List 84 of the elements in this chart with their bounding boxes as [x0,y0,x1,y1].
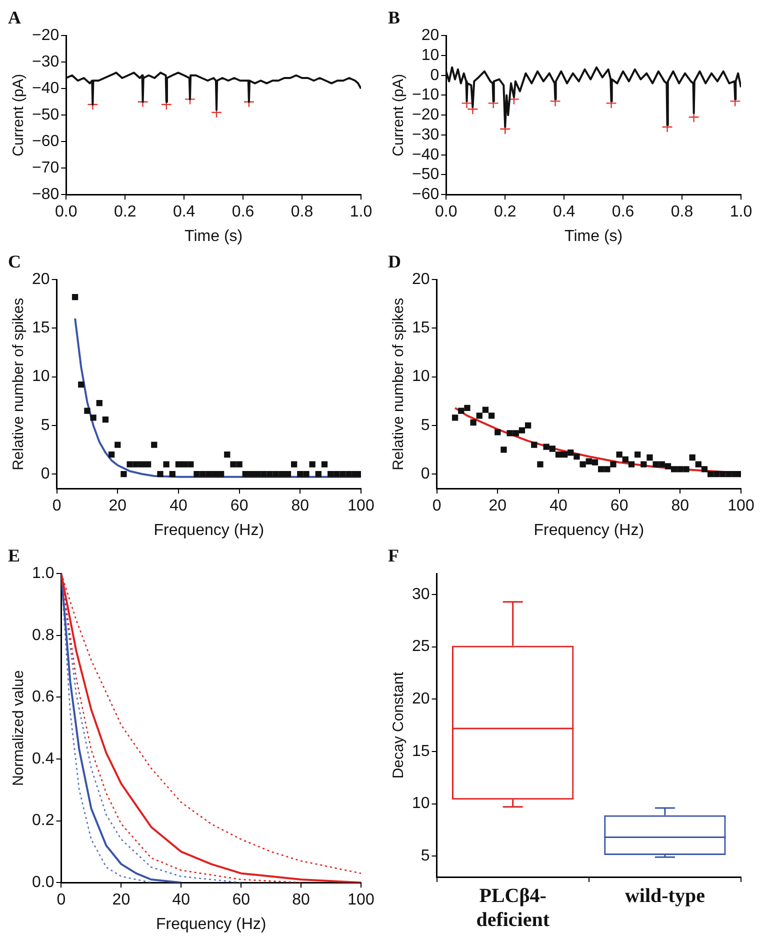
y-tick-label: 5 [420,416,430,434]
y-tick-label: 20 [32,271,50,288]
y-tick-label: 15 [412,742,430,760]
x-tick-label: 20 [112,892,130,909]
x-tick-label: 0.0 [55,204,78,221]
x-axis-title: Frequency (Hz) [534,522,644,539]
y-tick-label: −40 [32,80,60,98]
y-tick-label: 20 [412,271,430,288]
x-axis-title: Frequency (Hz) [154,522,264,539]
y-tick-label: 15 [32,320,50,337]
y-tick-label: 20 [421,27,440,44]
y-axis-title: Normalized value [10,670,28,786]
x-tick-label: 60 [232,892,250,909]
x-tick-label: 100 [348,498,374,515]
x-tick-label: 0.2 [114,204,136,221]
x-axis-title: Frequency (Hz) [156,916,266,933]
y-tick-label: 1.0 [32,565,54,582]
chart-title: F [388,545,399,566]
y-tick-label: 0.0 [32,874,54,892]
x-tick-label: 40 [172,892,190,909]
x-axis-title: Time (s) [564,228,623,245]
x-tick-label: 0.4 [172,204,196,221]
x-tick-label: 1.0 [730,204,752,221]
y-axis-title: Relative number of spikes [390,298,408,470]
x-tick-label: 40 [170,498,188,515]
x-tick-label: wild-type [624,885,706,908]
y-tick-label: −30 [412,126,440,144]
y-axis-title: Current (pA) [390,74,408,156]
y-tick-label: 0.6 [32,688,54,706]
y-tick-label: 10 [421,46,440,64]
y-tick-label: 5 [420,847,430,864]
chart-title: C [8,251,21,272]
x-tick-label: 0.8 [670,204,694,221]
y-tick-label: 5 [40,416,50,434]
y-tick-label: 0 [420,465,430,482]
y-tick-label: −80 [32,186,60,204]
x-tick-label: 0.6 [612,204,634,221]
y-tick-label: −40 [412,146,440,164]
y-tick-label: −50 [412,166,440,184]
y-tick-label: 0.2 [32,812,54,830]
y-tick-label: 10 [412,368,430,386]
y-tick-label: 30 [412,586,430,603]
y-tick-label: 25 [412,638,430,656]
y-tick-label: 0.8 [32,626,54,644]
x-tick-label: 100 [348,892,374,909]
x-tick-label: 40 [550,498,568,515]
y-tick-label: −60 [412,186,440,204]
y-tick-label: −20 [32,27,60,44]
y-tick-label: 10 [32,368,50,386]
y-tick-label: 0 [40,465,50,482]
chart-title: A [8,7,21,28]
x-tick-label: 0.2 [494,204,516,221]
x-tick-label: PLCβ4- deficient [476,885,550,932]
chart-title: B [388,7,400,28]
x-tick-label: 60 [610,498,628,515]
x-tick-label: 0.4 [552,204,576,221]
y-tick-label: −50 [32,106,60,124]
x-tick-label: 0.6 [232,204,254,221]
x-tick-label: 20 [108,498,127,515]
x-axis-title: Time (s) [184,228,243,245]
y-tick-label: 0.4 [32,750,54,768]
x-tick-label: 100 [728,498,754,515]
y-tick-label: 10 [412,795,430,812]
x-tick-label: 80 [671,498,690,515]
x-tick-label: 1.0 [350,204,372,221]
x-tick-label: 0.8 [290,204,314,221]
chart-title: D [388,251,401,272]
x-tick-label: 80 [291,498,310,515]
y-axis-title: Current (pA) [10,74,28,156]
y-tick-label: −70 [32,160,60,177]
y-tick-label: 15 [412,320,430,337]
y-tick-label: 20 [412,690,430,708]
y-axis-title: Relative number of spikes [10,298,28,470]
y-axis-title: Decay Constant [390,671,408,779]
y-tick-label: −20 [412,106,440,124]
x-tick-label: 80 [292,892,310,909]
y-tick-label: 0 [430,66,440,84]
y-tick-label: −60 [32,133,60,150]
chart-title: E [8,545,20,566]
y-tick-label: −30 [32,54,60,71]
x-tick-label: 20 [488,498,507,515]
x-tick-label: 0.0 [435,204,458,221]
y-tick-label: −10 [412,86,440,104]
x-tick-label: 60 [230,498,248,515]
